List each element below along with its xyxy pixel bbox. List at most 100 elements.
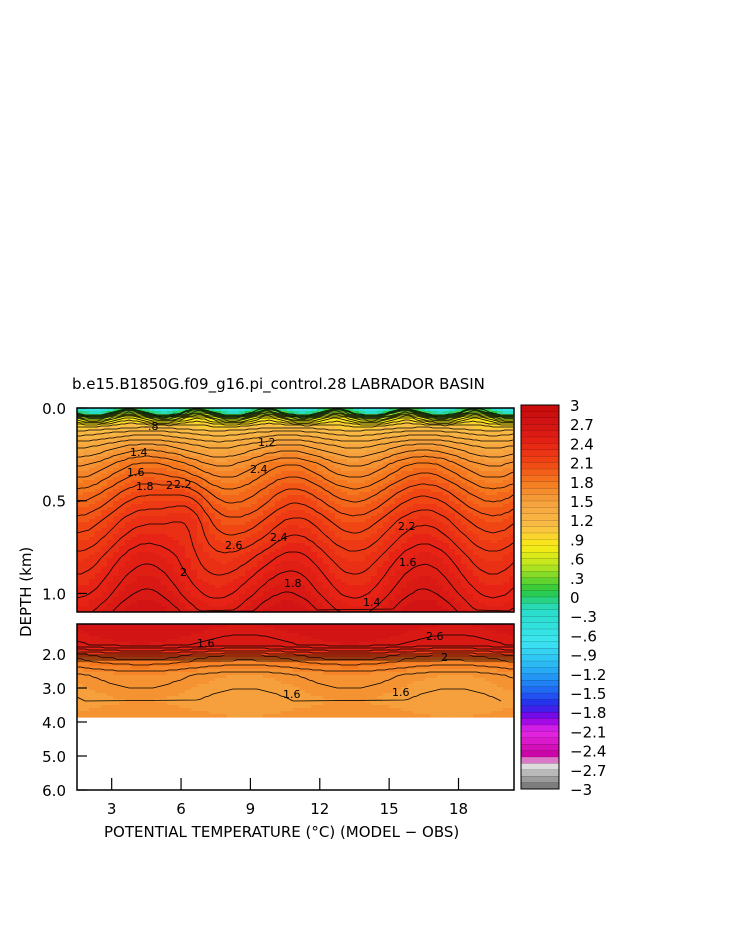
field-cell — [269, 534, 276, 538]
field-cell — [383, 564, 390, 568]
field-cell — [443, 510, 450, 514]
field-cell — [443, 540, 450, 544]
field-cell — [509, 489, 514, 493]
field-cell — [137, 582, 144, 586]
field-cell — [215, 489, 222, 493]
field-cell — [245, 453, 252, 457]
field-cell — [395, 582, 402, 586]
field-cell — [329, 414, 336, 418]
field-cell — [467, 507, 474, 511]
field-cell — [359, 465, 366, 469]
field-cell — [491, 498, 498, 502]
field-cell — [161, 582, 168, 586]
field-cell — [167, 474, 174, 478]
field-cell — [491, 420, 498, 424]
field-cell — [425, 474, 432, 478]
field-cell — [275, 474, 282, 478]
field-cell — [449, 501, 456, 505]
field-cell — [317, 432, 324, 436]
field-cell — [485, 510, 492, 514]
field-cell — [437, 444, 444, 448]
field-cell — [281, 591, 288, 595]
field-cell — [239, 423, 246, 427]
field-cell — [299, 507, 306, 511]
field-cell — [365, 537, 372, 541]
field-cell — [497, 537, 504, 541]
field-cell — [425, 456, 432, 460]
field-cell — [353, 423, 360, 427]
field-cell — [413, 534, 420, 538]
field-cell — [299, 498, 306, 502]
field-cell — [155, 450, 162, 454]
field-cell — [455, 462, 462, 466]
field-cell — [281, 459, 288, 463]
field-cell — [383, 552, 390, 556]
field-cell — [215, 522, 222, 526]
field-cell — [233, 579, 240, 583]
field-cell — [341, 549, 348, 553]
field-cell — [431, 567, 438, 571]
field-cell — [119, 534, 126, 538]
field-cell — [419, 420, 426, 424]
field-cell — [455, 582, 462, 586]
field-cell — [119, 564, 126, 568]
field-cell — [155, 558, 162, 562]
field-cell — [365, 528, 372, 532]
field-cell — [383, 453, 390, 457]
field-cell — [77, 468, 84, 472]
field-cell — [185, 492, 192, 496]
field-cell — [431, 561, 438, 565]
field-cell — [347, 483, 354, 487]
field-cell — [305, 603, 312, 607]
field-cell — [143, 534, 150, 538]
field-cell — [305, 582, 312, 586]
contour-line — [77, 434, 514, 443]
field-cell — [281, 528, 288, 532]
contour-line — [77, 443, 514, 458]
field-cell — [269, 459, 276, 463]
field-cell — [269, 519, 276, 523]
field-cell — [125, 444, 132, 448]
field-cell — [89, 459, 96, 463]
field-cell — [293, 546, 300, 550]
field-cell — [449, 603, 456, 607]
field-cell — [395, 495, 402, 499]
field-cell — [407, 486, 414, 490]
field-cell — [185, 522, 192, 526]
field-cell — [281, 444, 288, 448]
field-cell — [155, 510, 162, 514]
field-cell — [197, 474, 204, 478]
field-cell — [137, 426, 144, 430]
field-cell — [275, 525, 282, 529]
field-cell — [509, 531, 514, 535]
field-cell — [107, 516, 114, 520]
field-cell — [275, 549, 282, 553]
field-cell — [455, 444, 462, 448]
field-cell — [143, 558, 150, 562]
field-cell — [113, 450, 120, 454]
field-cell — [215, 420, 222, 424]
field-cell — [365, 489, 372, 493]
field-cell — [341, 546, 348, 550]
field-cell — [443, 492, 450, 496]
field-cell — [221, 444, 228, 448]
field-cell — [101, 534, 108, 538]
field-cell — [275, 546, 282, 550]
field-cell — [155, 468, 162, 472]
field-cell — [287, 573, 294, 577]
field-cell — [371, 519, 378, 523]
field-cell — [269, 489, 276, 493]
field-cell — [275, 453, 282, 457]
field-cell — [485, 603, 492, 607]
field-cell — [191, 609, 198, 612]
field-cell — [275, 462, 282, 466]
field-cell — [251, 567, 258, 571]
field-cell — [353, 486, 360, 490]
field-cell — [323, 408, 330, 412]
field-cell — [437, 432, 444, 436]
field-cell — [383, 585, 390, 589]
field-cell — [497, 606, 504, 610]
field-cell — [143, 459, 150, 463]
field-cell — [359, 534, 366, 538]
field-cell — [431, 507, 438, 511]
